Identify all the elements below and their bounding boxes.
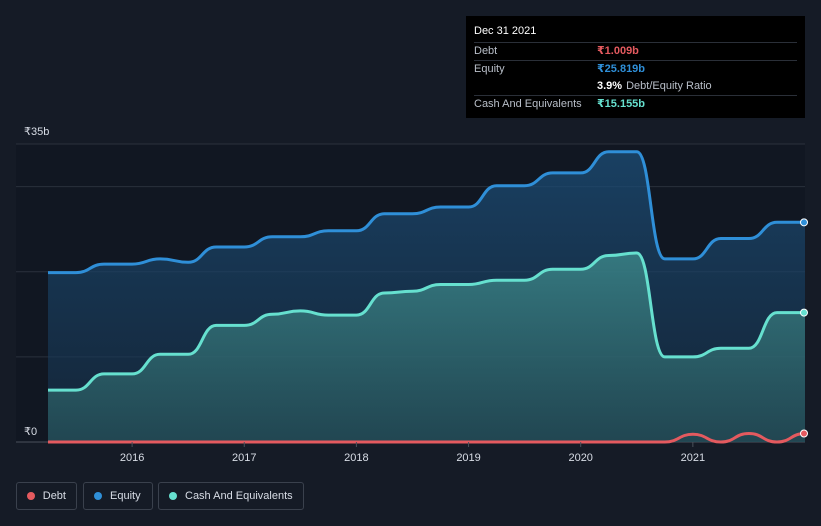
tooltip-ratio-label: Debt/Equity Ratio	[626, 80, 712, 92]
tooltip-equity-label: Equity	[474, 63, 505, 75]
legend-equity-dot-icon	[94, 492, 102, 500]
legend-cash-dot-icon	[169, 492, 177, 500]
x-tick-label: 2021	[681, 452, 705, 464]
cash-line	[48, 251, 805, 392]
tooltip-panel: Dec 31 2021 Debt ₹1.009b Equity ₹25.819b…	[466, 16, 805, 118]
tooltip-ratio-row: 3.9% Debt/Equity Ratio	[474, 78, 797, 95]
tooltip-debt-value: ₹1.009b	[597, 45, 639, 57]
tooltip-ratio-spacer	[474, 78, 597, 95]
tooltip-cash-row: Cash And Equivalents ₹15.155b	[474, 95, 797, 113]
x-tick-label: 2017	[232, 452, 256, 464]
x-tick-label: 2018	[344, 452, 368, 464]
cash-end-point	[800, 308, 808, 317]
legend-item-cash[interactable]: Cash And Equivalents	[158, 482, 304, 510]
debt-line	[48, 432, 806, 444]
legend-debt-dot-icon	[27, 492, 35, 500]
legend-item-equity[interactable]: Equity	[83, 482, 153, 510]
x-tick-label: 2016	[120, 452, 144, 464]
y-tick-label-bottom: ₹0	[24, 426, 37, 438]
tooltip-equity-row: Equity ₹25.819b	[474, 60, 797, 78]
x-axis-ticks: 2016 2017 2018 2019 2020 2021	[120, 442, 705, 464]
tooltip-debt-label: Debt	[474, 45, 498, 57]
y-tick-label-top: ₹35b	[24, 126, 49, 138]
series-end-markers	[800, 218, 808, 438]
equity-end-point	[800, 218, 808, 227]
tooltip-date: Dec 31 2021	[474, 25, 537, 37]
series-areas	[48, 151, 805, 442]
legend-equity-label: Equity	[110, 490, 141, 502]
tooltip-cash-label: Cash And Equivalents	[474, 98, 582, 110]
x-tick-label: 2019	[456, 452, 480, 464]
equity-line	[48, 150, 805, 275]
x-tick-label: 2020	[568, 452, 592, 464]
tooltip-debt-row: Debt ₹1.009b	[474, 42, 797, 60]
legend-debt-label: Debt	[42, 490, 66, 502]
tooltip-cash-value: ₹15.155b	[597, 98, 646, 110]
tooltip-ratio-value: 3.9%	[597, 80, 623, 92]
legend-cash-label: Cash And Equivalents	[185, 490, 293, 502]
legend-item-debt[interactable]: Debt	[16, 482, 77, 510]
tooltip-equity-value: ₹25.819b	[597, 63, 646, 75]
cash-area	[48, 253, 805, 442]
debt-end-point	[800, 429, 808, 438]
series-lines	[48, 150, 806, 444]
